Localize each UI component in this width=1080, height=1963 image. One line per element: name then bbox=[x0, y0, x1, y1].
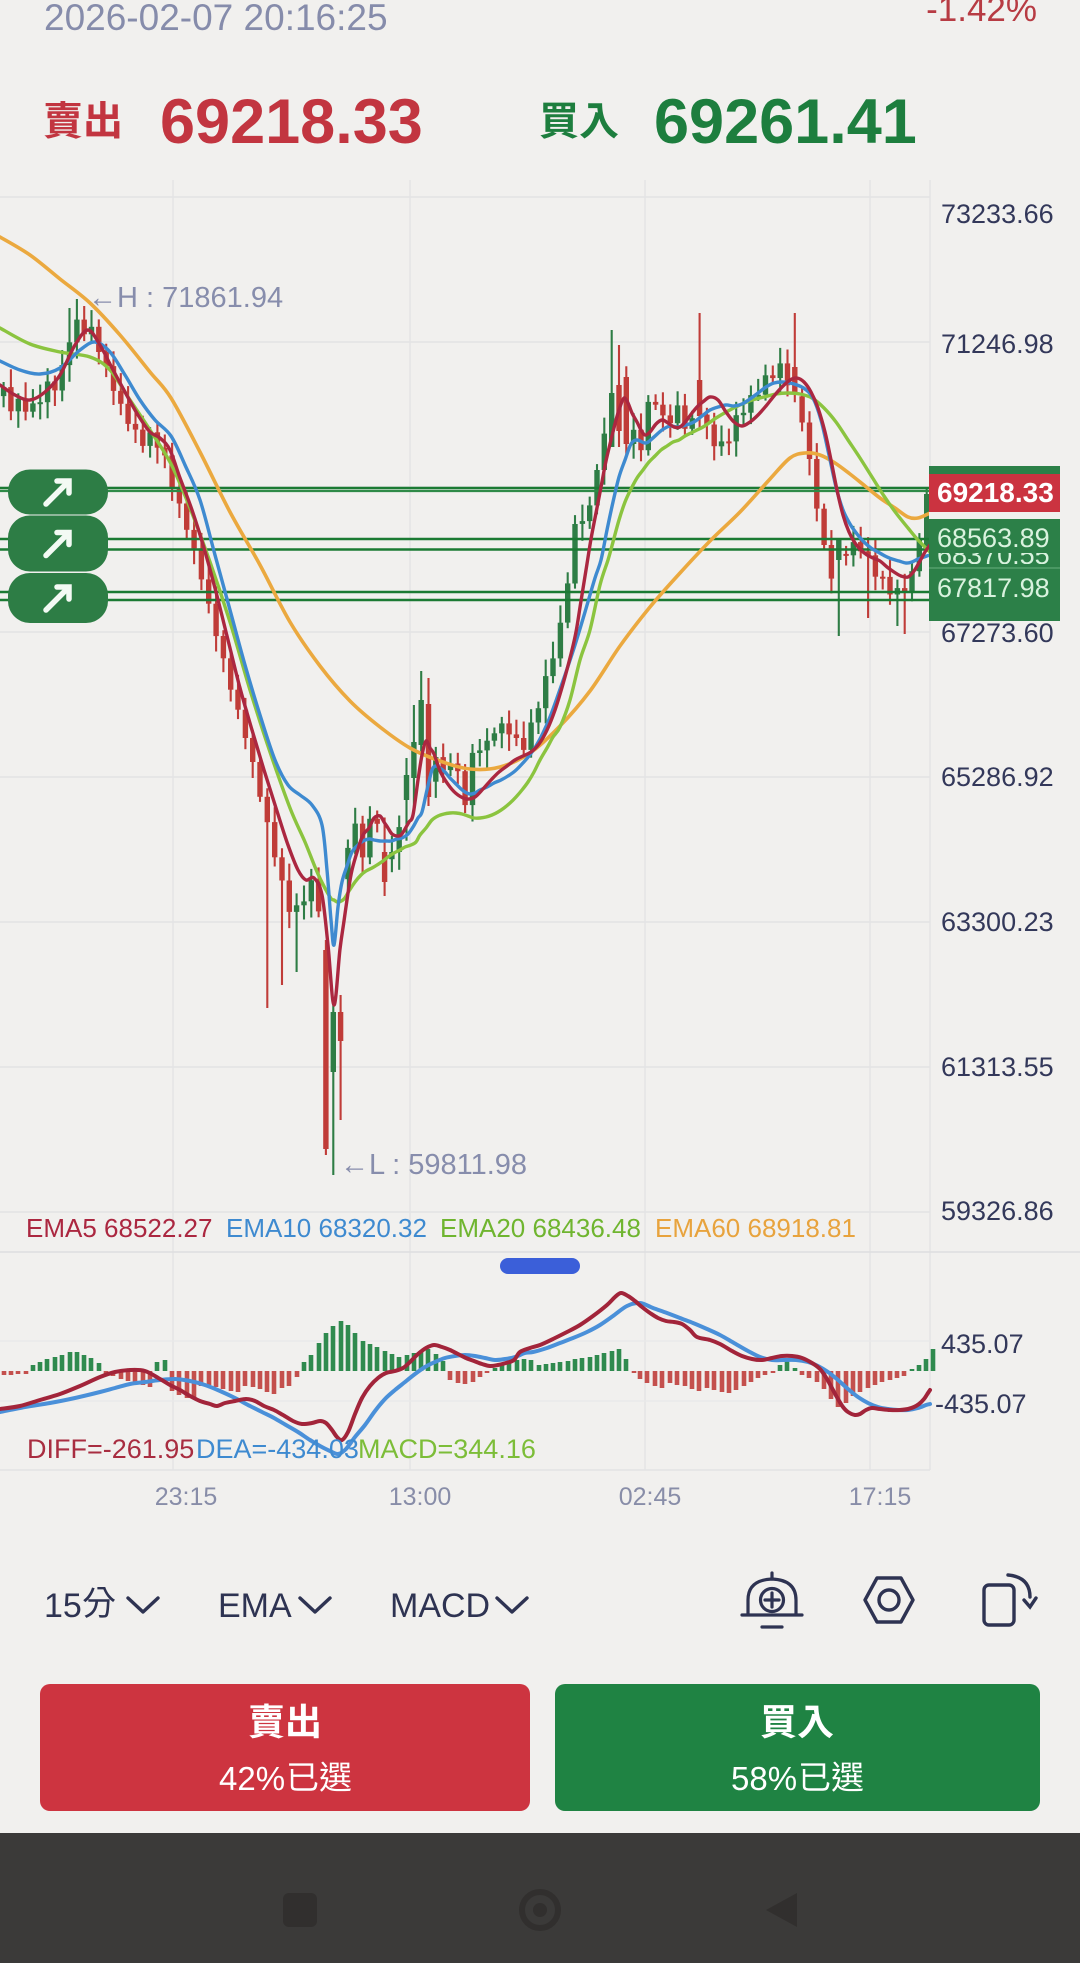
svg-text:67273.60: 67273.60 bbox=[941, 618, 1054, 648]
svg-text:DIFF=-261.95: DIFF=-261.95 bbox=[27, 1434, 194, 1464]
svg-text:69261.41: 69261.41 bbox=[654, 87, 917, 157]
svg-text:EMA60 68918.81: EMA60 68918.81 bbox=[655, 1213, 856, 1243]
svg-text:65286.92: 65286.92 bbox=[941, 762, 1054, 792]
svg-text:71246.98: 71246.98 bbox=[941, 329, 1054, 359]
svg-text:69218.33: 69218.33 bbox=[937, 477, 1054, 508]
svg-text:73233.66: 73233.66 bbox=[941, 199, 1054, 229]
svg-text:-435.07: -435.07 bbox=[935, 1389, 1027, 1419]
svg-text:EMA: EMA bbox=[218, 1587, 292, 1625]
svg-text:EMA20 68436.48: EMA20 68436.48 bbox=[440, 1213, 641, 1243]
svg-text:68563.89: 68563.89 bbox=[937, 523, 1050, 553]
svg-text:23:15: 23:15 bbox=[155, 1483, 218, 1511]
svg-text:←L : 59811.98: ←L : 59811.98 bbox=[340, 1149, 527, 1181]
svg-text:68370.55: 68370.55 bbox=[937, 540, 1050, 570]
svg-text:435.07: 435.07 bbox=[941, 1329, 1024, 1359]
svg-text:MACD: MACD bbox=[390, 1587, 490, 1625]
svg-text:15: 15 bbox=[44, 1587, 82, 1625]
svg-text:61313.55: 61313.55 bbox=[941, 1052, 1054, 1082]
svg-text:67817.98: 67817.98 bbox=[937, 573, 1050, 603]
svg-text:←H : 71861.94: ←H : 71861.94 bbox=[88, 282, 283, 314]
svg-text:42%: 42% bbox=[219, 1760, 285, 1797]
svg-text:EMA10 68320.32: EMA10 68320.32 bbox=[226, 1213, 427, 1243]
svg-text:02:45: 02:45 bbox=[619, 1483, 682, 1511]
svg-text:58%: 58% bbox=[731, 1760, 797, 1797]
svg-text:DEA=-434.03: DEA=-434.03 bbox=[196, 1434, 359, 1464]
svg-text:17:15: 17:15 bbox=[849, 1483, 912, 1511]
svg-text:EMA5 68522.27: EMA5 68522.27 bbox=[26, 1213, 212, 1243]
svg-text:-1.42%: -1.42% bbox=[926, 0, 1037, 29]
svg-text:59326.86: 59326.86 bbox=[941, 1196, 1054, 1226]
svg-text:MACD=344.16: MACD=344.16 bbox=[358, 1434, 536, 1464]
svg-text:63300.23: 63300.23 bbox=[941, 907, 1054, 937]
svg-text:69218.33: 69218.33 bbox=[160, 87, 423, 157]
svg-text:2026-02-07 20:16:25: 2026-02-07 20:16:25 bbox=[44, 0, 388, 38]
svg-text:13:00: 13:00 bbox=[389, 1483, 452, 1511]
